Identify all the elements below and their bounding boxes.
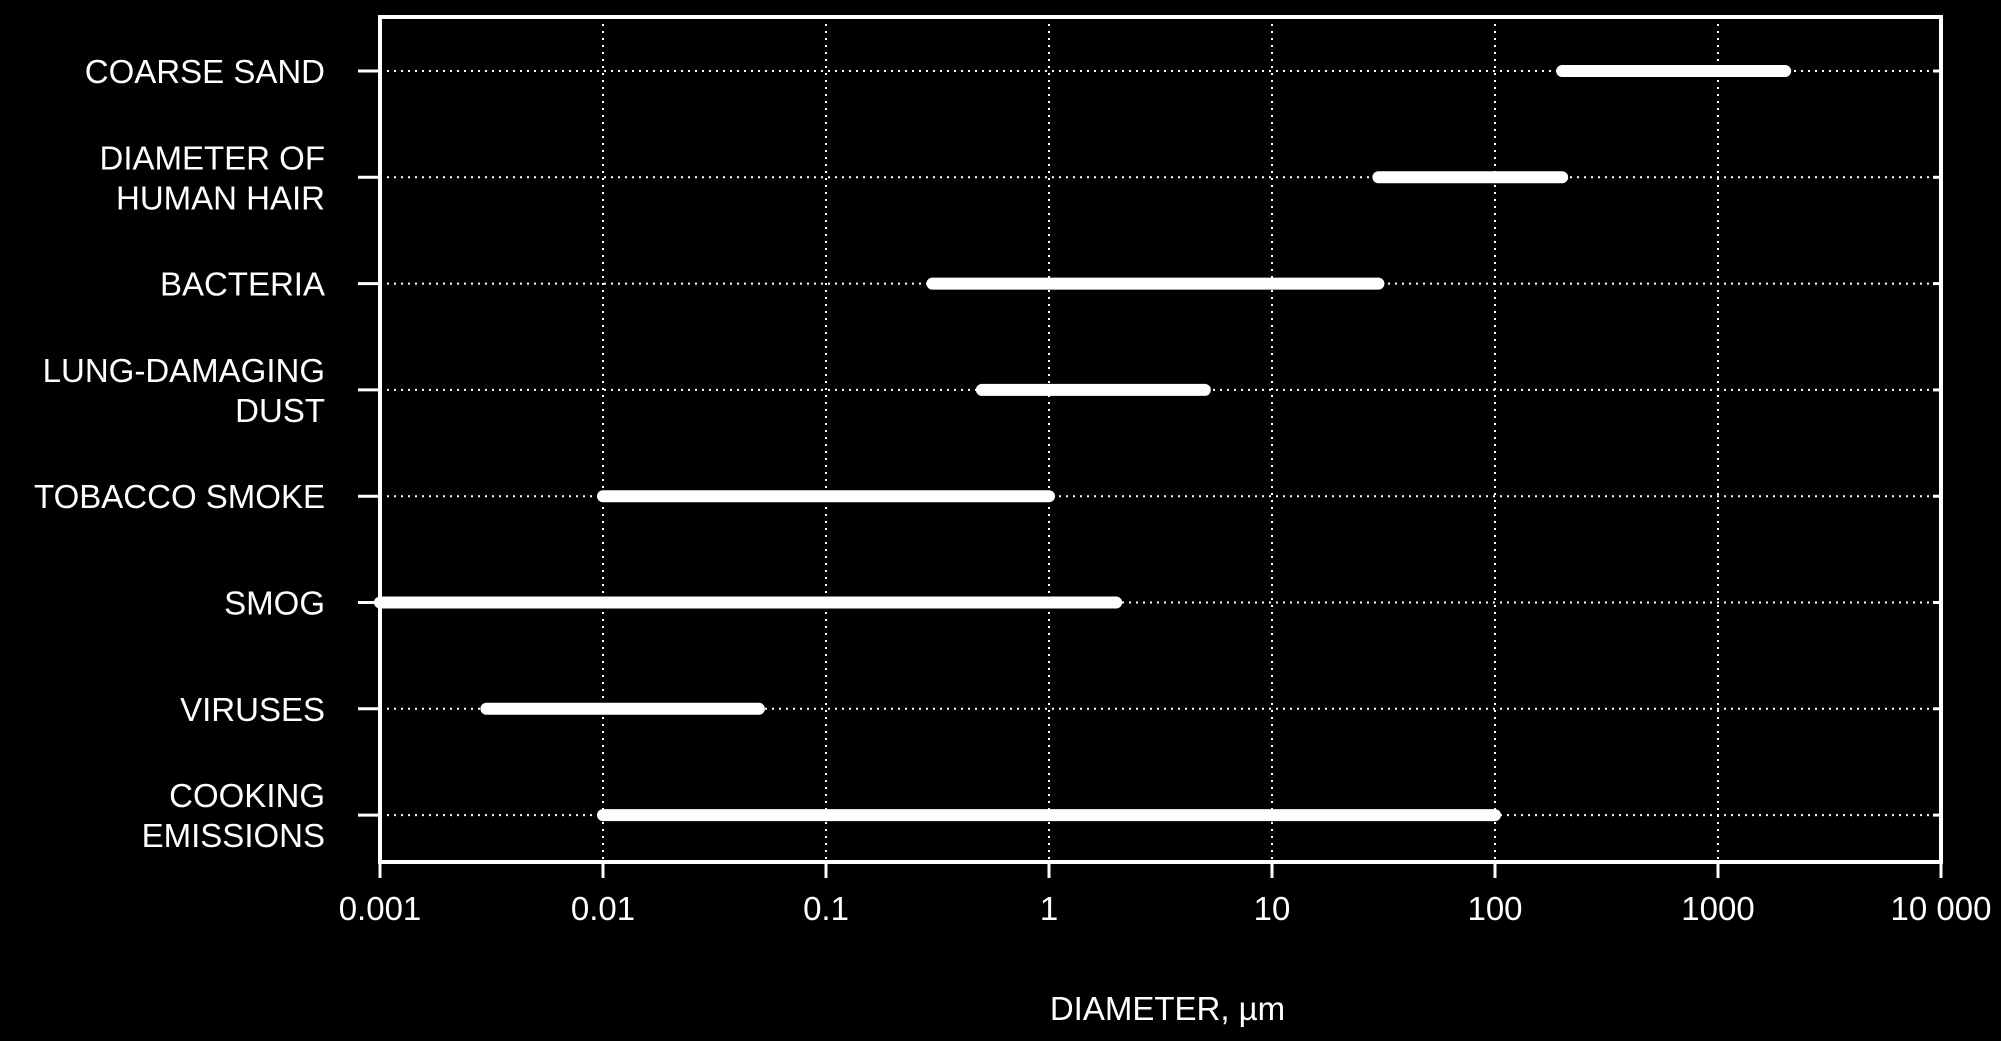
x-tick-label: 100 xyxy=(1467,890,1522,927)
x-tick-label: 0.01 xyxy=(571,890,635,927)
category-label: TOBACCO SMOKE xyxy=(34,478,325,515)
x-tick-label: 1000 xyxy=(1681,890,1754,927)
x-axis-ticks: 0.001 0.01 0.1 1 10 100 1000 10 000 xyxy=(339,69,1992,927)
grid-lines xyxy=(380,17,1941,862)
x-tick-label: 0.1 xyxy=(803,890,849,927)
category-label: VIRUSES xyxy=(180,691,325,728)
x-axis-title: DIAMETER, µm xyxy=(1050,990,1285,1027)
category-label: SMOG xyxy=(224,585,325,622)
category-label: BACTERIA xyxy=(160,266,325,303)
category-label: DUST xyxy=(235,392,325,429)
category-label: COARSE SAND xyxy=(85,53,325,90)
plot-frame xyxy=(378,15,1943,864)
category-label: COOKING xyxy=(169,777,325,814)
category-label: HUMAN HAIR xyxy=(116,179,325,216)
category-label: LUNG-DAMAGING xyxy=(43,352,325,389)
x-tick-label: 10 xyxy=(1254,890,1291,927)
range-bars xyxy=(374,65,1792,822)
category-label: EMISSIONS xyxy=(142,817,325,854)
category-label: DIAMETER OF xyxy=(99,139,325,176)
x-tick-label: 1 xyxy=(1040,890,1058,927)
x-tick-label: 0.001 xyxy=(339,890,422,927)
x-tick-label: 10 000 xyxy=(1891,890,1992,927)
